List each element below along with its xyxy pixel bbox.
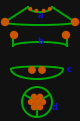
Circle shape <box>40 99 46 105</box>
Text: d: d <box>52 103 58 113</box>
Circle shape <box>48 8 51 10</box>
Text: a: a <box>37 11 43 19</box>
Circle shape <box>35 9 38 12</box>
Circle shape <box>38 94 42 99</box>
Text: c: c <box>66 65 72 75</box>
Circle shape <box>32 105 36 110</box>
Circle shape <box>2 19 8 26</box>
Circle shape <box>72 19 78 26</box>
Circle shape <box>42 9 45 12</box>
Circle shape <box>29 8 32 10</box>
Circle shape <box>38 105 42 110</box>
Text: b: b <box>37 38 43 46</box>
Circle shape <box>39 67 45 73</box>
Circle shape <box>29 67 35 73</box>
Circle shape <box>34 99 40 105</box>
Circle shape <box>32 94 36 99</box>
Circle shape <box>28 99 34 105</box>
Circle shape <box>10 31 18 38</box>
Circle shape <box>62 31 70 38</box>
